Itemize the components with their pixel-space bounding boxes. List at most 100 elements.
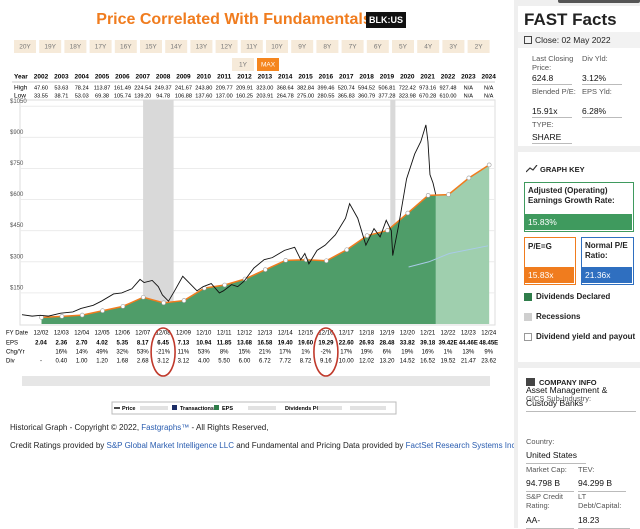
- year-table-cell: 2020: [400, 74, 415, 81]
- legend-label: EPS: [222, 406, 233, 412]
- year-table-cell: 137.60: [195, 93, 212, 99]
- type-label: TYPE:: [532, 120, 554, 129]
- range-button[interactable]: [366, 40, 389, 53]
- fundamentals-cell: 23.62: [481, 359, 497, 365]
- footer-link[interactable]: Fastgraphs™: [141, 423, 190, 432]
- y-tick-label: $750: [10, 161, 24, 167]
- range-button[interactable]: [232, 58, 254, 71]
- range-button[interactable]: [89, 40, 112, 53]
- fundamentals-cell: 16%: [55, 350, 68, 356]
- eps-area: [41, 195, 436, 324]
- fundamentals-cell: 21%: [259, 350, 272, 356]
- fundamentals-cell: 12/06: [115, 331, 131, 337]
- year-table-cell: 927.48: [439, 85, 456, 91]
- year-table-cell: 224.54: [134, 85, 151, 91]
- range-button[interactable]: [14, 40, 36, 53]
- fundamentals-cell: 12/12: [237, 331, 253, 337]
- fundamentals-cell: 12/13: [257, 331, 273, 337]
- range-button[interactable]: [392, 40, 414, 53]
- graph-key-title: GRAPH KEY: [540, 165, 585, 174]
- fundamentals-cell: 19.52: [440, 359, 456, 365]
- fundamentals-cell: 12/03: [54, 331, 70, 337]
- range-button[interactable]: [316, 40, 339, 53]
- year-table-cell: 368.64: [277, 85, 294, 91]
- range-button[interactable]: [39, 40, 62, 53]
- range-button[interactable]: [240, 40, 263, 53]
- year-table-cell: N/A: [464, 93, 474, 99]
- range-button-label: 13Y: [196, 44, 208, 51]
- year-table-cell: 249.37: [155, 85, 172, 91]
- range-button[interactable]: [341, 40, 364, 53]
- range-button[interactable]: [291, 40, 314, 53]
- normal-pe-box: Normal P/E Ratio: 21.36x: [581, 237, 634, 285]
- fundamentals-cell: 19.40: [278, 341, 294, 347]
- range-button[interactable]: [266, 40, 288, 53]
- range-button[interactable]: [165, 40, 188, 53]
- range-button[interactable]: [140, 40, 162, 53]
- key-swatch: [524, 333, 532, 341]
- range-button[interactable]: [215, 40, 238, 53]
- field-value: AA-: [526, 514, 574, 529]
- legend-disabled: [318, 406, 342, 410]
- fundamentals-cell: -2%: [321, 350, 332, 356]
- footer-link[interactable]: S&P Global Market Intelligence LLC: [106, 441, 234, 450]
- fundamentals-cell: 26.93: [359, 341, 375, 347]
- fundamentals-cell: 14.52: [400, 359, 416, 365]
- field-value: 94.299 B: [578, 477, 626, 492]
- eps-point: [222, 282, 227, 288]
- year-table-cell: 2016: [319, 74, 334, 81]
- fundamentals-cell: 10.94: [196, 341, 212, 347]
- year-table-cell: 243.80: [195, 85, 212, 91]
- eps-point: [263, 267, 268, 272]
- fundamentals-cell: 6.45: [157, 341, 169, 347]
- year-table-cell: 264.78: [277, 93, 294, 99]
- close-bar: [518, 32, 640, 48]
- range-button[interactable]: [257, 58, 279, 71]
- year-table-cell: 2023: [461, 74, 476, 81]
- key-item: Recessions: [536, 312, 581, 321]
- sidebar: FAST Facts Close: 02 May 2022 Last Closi…: [514, 0, 640, 529]
- year-table-cell: 610.00: [439, 93, 456, 99]
- fundamentals-cell: -21%: [156, 350, 171, 356]
- eps-point: [181, 298, 187, 303]
- legend-label: Price: [122, 406, 135, 412]
- range-button-label: 15Y: [145, 44, 157, 51]
- year-table-cell: 203.91: [256, 93, 273, 99]
- year-table-cell: 2019: [380, 74, 395, 81]
- year-table-cell: 94.78: [156, 93, 170, 99]
- year-table-cell: 209.91: [236, 85, 253, 91]
- fundamentals-cell: 28.48: [379, 341, 395, 347]
- year-table-cell: 323.98: [399, 93, 416, 99]
- key-swatch: [524, 313, 532, 321]
- range-button[interactable]: [64, 40, 87, 53]
- fundamentals-cell: 19%: [361, 350, 374, 356]
- year-table-cell: 280.55: [317, 93, 334, 99]
- range-button[interactable]: [442, 40, 465, 53]
- eps-point: [100, 308, 105, 314]
- metric-label: Div Yld:: [582, 54, 608, 63]
- range-button[interactable]: [467, 40, 490, 53]
- year-table-cell: 2009: [176, 74, 191, 81]
- range-button[interactable]: [190, 40, 213, 53]
- y-tick-label: $300: [10, 254, 24, 260]
- ticker-badge: [366, 12, 406, 28]
- fundamentals-cell: 44.46E: [459, 341, 478, 347]
- range-button-label: 19Y: [44, 44, 56, 51]
- fundamentals-cell: 4.02: [96, 341, 108, 347]
- fundamentals-cell: 33.82: [400, 341, 416, 347]
- upgrade-button[interactable]: [558, 0, 640, 3]
- year-table-cell: 506.81: [378, 85, 395, 91]
- range-button[interactable]: [417, 40, 440, 53]
- fundamentals-cell: 9%: [484, 350, 493, 356]
- footer-link[interactable]: FactSet Research Systems Inc.: [405, 441, 518, 450]
- field-label: GICS Sub-Industry:: [526, 394, 592, 403]
- footer-text: and Fundamental and Pricing Data provide…: [233, 441, 406, 450]
- range-button[interactable]: [114, 40, 137, 53]
- fundamentals-cell: 8%: [220, 350, 229, 356]
- fundamentals-cell: 3.12: [178, 359, 190, 365]
- fundamentals-cell: 12/05: [95, 331, 111, 337]
- fundamentals-cell: 4.00: [198, 359, 210, 365]
- y-tick-label: $450: [10, 223, 24, 229]
- eps-point: [425, 193, 431, 198]
- fast-facts-title: FAST Facts: [524, 10, 617, 29]
